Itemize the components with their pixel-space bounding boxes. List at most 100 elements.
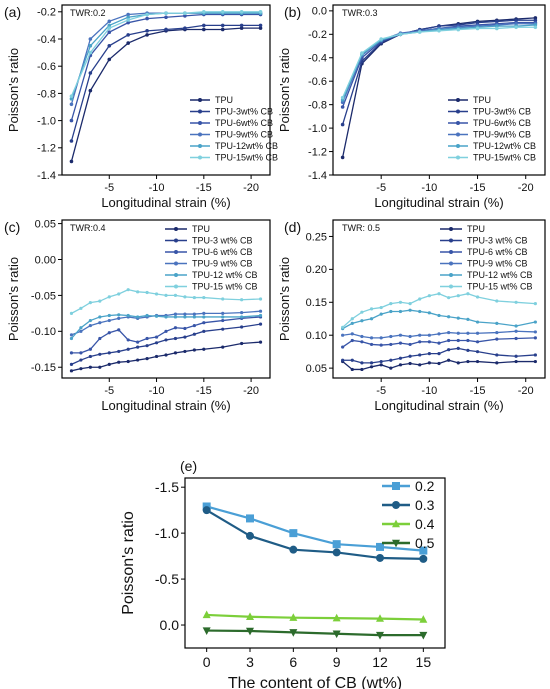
x-tick-label: -15 [196, 182, 212, 194]
data-point [495, 321, 499, 325]
legend-entry: TPU-12wt% CB [190, 141, 278, 151]
data-point [418, 309, 422, 314]
data-point [533, 359, 537, 364]
series-tpu-15-wt-cb [69, 288, 263, 315]
data-point [173, 312, 178, 316]
legend-label: TPU [467, 224, 485, 234]
data-point [107, 295, 111, 299]
data-point [369, 361, 374, 365]
data-point [126, 20, 130, 25]
data-point [154, 314, 159, 318]
legend-label: TPU-3 wt% CB [467, 236, 528, 246]
data-point [240, 341, 244, 346]
data-point [107, 362, 111, 366]
x-tick-label: 6 [289, 654, 297, 670]
y-axis-title: Poisson's ratio [277, 48, 292, 132]
legend-label: TPU [473, 95, 491, 105]
x-tick-label: -10 [421, 385, 437, 397]
legend-label: 0.3 [415, 497, 435, 513]
series-0-3 [202, 506, 428, 563]
y-tick-label: -1.0 [308, 123, 327, 135]
data-point [79, 358, 83, 362]
data-point [173, 315, 178, 319]
y-axis-title: Poisson's ratio [6, 48, 21, 132]
data-point [79, 329, 83, 333]
data-point [246, 531, 254, 540]
plot-frame [61, 4, 271, 176]
data-point [514, 324, 518, 328]
data-point [136, 340, 140, 344]
data-point [376, 631, 384, 640]
legend-marker [392, 482, 400, 490]
data-point [350, 338, 354, 343]
data-point [202, 311, 206, 315]
data-point [533, 353, 537, 357]
data-point [258, 23, 263, 28]
data-point [239, 23, 244, 28]
legend-marker [198, 109, 202, 114]
data-point [350, 317, 354, 321]
x-tick-label: -15 [196, 385, 212, 397]
legend-entry: TPU-6 wt% CB [165, 247, 253, 257]
y-tick-label: 0.20 [306, 264, 327, 276]
y-tick-label: -0.8 [37, 88, 56, 100]
data-point [258, 309, 263, 313]
series-line [342, 337, 536, 348]
data-point [341, 345, 345, 349]
data-point [183, 295, 187, 299]
data-point [514, 329, 518, 333]
data-point [164, 11, 168, 15]
series-0-4 [202, 610, 428, 623]
x-tick-label: -5 [376, 182, 386, 194]
legend-entry: TPU-15wt% CB [190, 153, 278, 163]
data-point [126, 33, 130, 37]
panel-label: (c) [4, 219, 20, 235]
data-point [340, 105, 345, 109]
data-point [456, 27, 461, 32]
data-point [164, 293, 168, 298]
twr-annotation: TWR:0.3 [342, 8, 378, 18]
data-point [398, 300, 403, 304]
legend-marker [449, 227, 453, 231]
data-point [202, 329, 206, 333]
y-tick-label: 0.15 [306, 297, 327, 309]
data-point [240, 315, 244, 319]
data-point [164, 329, 168, 333]
data-point [136, 290, 140, 294]
data-point [332, 630, 341, 639]
chart-panel-2: (c) TWR:0.4 -5 -10 -15 -20 -0.15 -0.10 -0.05 0.00… [4, 218, 271, 413]
legend-label: TPU-9 wt% CB [192, 259, 253, 269]
data-point [341, 333, 345, 337]
legend-label: TPU-9wt% CB [215, 130, 273, 140]
legend-label: TPU-15wt% CB [215, 153, 278, 163]
data-point [192, 315, 196, 319]
y-tick-label: -0.05 [31, 290, 56, 302]
data-point [419, 615, 428, 623]
series-tpu-3wt-cb [69, 23, 263, 143]
legend-marker [449, 238, 453, 243]
data-point [126, 338, 130, 342]
data-point [183, 11, 187, 15]
data-point [202, 321, 206, 325]
data-point [88, 37, 93, 41]
data-point [533, 330, 537, 334]
y-tick-label: -1.5 [155, 479, 179, 495]
data-point [350, 358, 354, 362]
legend-entry: 0.2 [382, 478, 435, 494]
data-point [136, 345, 140, 349]
data-point [88, 365, 92, 369]
data-point [69, 351, 74, 355]
data-point [126, 313, 130, 318]
data-point [437, 352, 441, 356]
data-point [379, 343, 383, 347]
legend-marker [456, 98, 460, 102]
data-point [164, 27, 168, 32]
data-point [447, 315, 451, 319]
data-point [107, 30, 112, 34]
data-point [369, 342, 374, 347]
legend-label: 0.2 [415, 478, 435, 494]
data-point [289, 529, 298, 538]
data-point [437, 361, 441, 366]
data-point [376, 542, 384, 551]
